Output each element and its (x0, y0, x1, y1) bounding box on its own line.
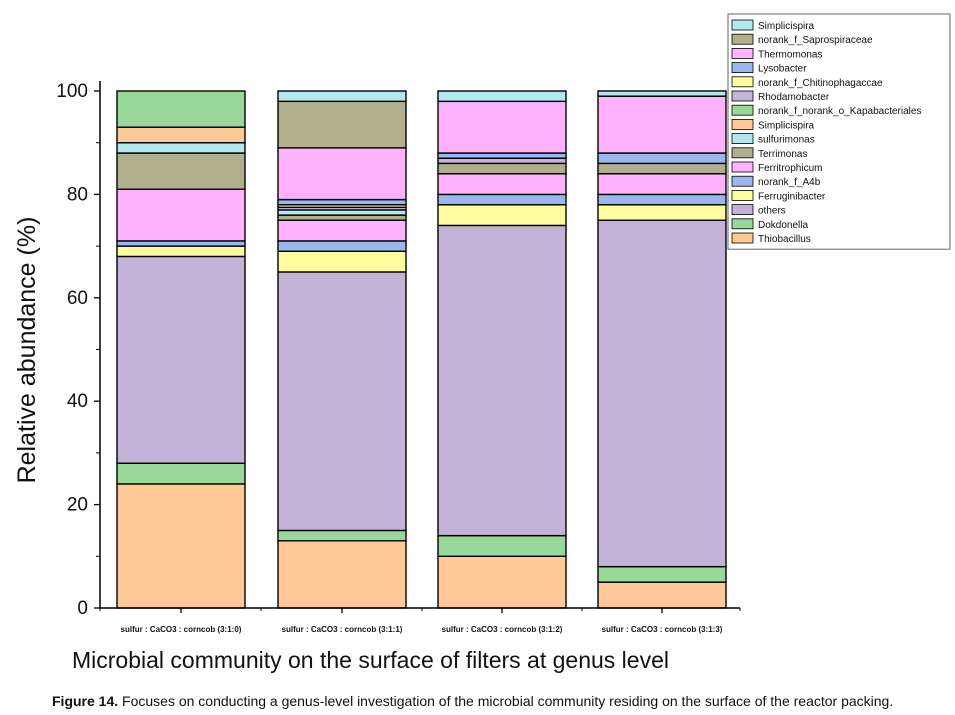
legend-swatch (731, 76, 754, 88)
bar-segment (597, 95, 727, 154)
bar-segment (277, 271, 407, 532)
legend-swatch (731, 175, 754, 187)
bar-segment (597, 152, 727, 165)
y-tick-label: 100 (56, 81, 88, 102)
legend-label: Thiobacillus (758, 234, 811, 245)
bar-segment (437, 204, 567, 227)
bar-segment (277, 90, 407, 103)
legend-label: norank_f_Saprospiraceae (758, 35, 873, 46)
y-tick-label: 20 (67, 495, 88, 516)
y-tick-label: 0 (77, 598, 88, 619)
bar-segment (277, 209, 407, 216)
x-tick-label: sulfur : CaCO3 : corncob (3:1:1) (282, 625, 403, 634)
bar-segment (277, 240, 407, 252)
y-tick-label: 80 (67, 184, 88, 205)
bar-segment (597, 219, 727, 568)
bar-segment (597, 193, 727, 206)
bar-segment (116, 188, 246, 242)
bar-segment (597, 565, 727, 583)
caption-text: Focuses on conducting a genus-level inve… (122, 693, 894, 709)
legend-swatch (731, 104, 754, 116)
bar-segment (116, 483, 246, 609)
bar-segment (116, 90, 246, 128)
legend-label: norank_f_A4b (758, 177, 821, 188)
figure-caption: Figure 14. Focuses on conducting a genus… (52, 693, 952, 709)
legend-swatch (731, 218, 754, 230)
bar-segment (597, 162, 727, 175)
x-axis-label: Microbial community on the surface of fi… (72, 647, 669, 673)
bar-segment (277, 250, 407, 273)
caption-label: Figure 14. (52, 693, 119, 709)
legend-swatch (731, 119, 754, 130)
bar-segment (277, 540, 407, 609)
bar-segment (277, 219, 407, 242)
legend-label: norank_f_norank_o_Kapabacteriales (758, 106, 921, 117)
legend-swatch (731, 62, 754, 73)
bar-segment (116, 255, 246, 464)
bar-segment (277, 198, 407, 206)
bar-segment (437, 90, 567, 103)
bar-segment (437, 152, 567, 159)
legend-swatch (731, 161, 754, 173)
legend-swatch (731, 147, 754, 159)
bar-segment (597, 173, 727, 196)
legend-swatch (731, 133, 754, 145)
bar-segment (116, 245, 246, 258)
legend-label: Ferruginibacter (758, 191, 826, 202)
legend-label: Terrimonas (758, 149, 807, 160)
legend-label: Rhodamobacter (758, 92, 830, 103)
bar-segment (277, 529, 407, 542)
legend-label: Ferritrophicum (758, 163, 822, 174)
bar-segment (437, 555, 567, 609)
legend-box (727, 13, 951, 250)
bar-segment (277, 214, 407, 221)
legend: Simplicispira norank_f_Saprospiraceae Ther… (727, 13, 951, 250)
bar-segment (437, 162, 567, 175)
bar-segment (437, 100, 567, 154)
legend-swatch (731, 90, 754, 102)
legend-label: Lysobacter (758, 64, 807, 75)
legend-label: others (758, 206, 786, 217)
y-tick-label: 40 (67, 391, 88, 412)
y-tick-label: 60 (67, 288, 88, 309)
legend-label: Dokdonella (758, 220, 808, 231)
legend-swatch (731, 19, 754, 31)
bar-segment (116, 240, 246, 247)
x-tick-label: sulfur : CaCO3 : corncob (3:1:0) (121, 625, 242, 634)
x-tick-label: sulfur : CaCO3 : corncob (3:1:2) (442, 625, 563, 634)
legend-label: Simplicispira (758, 120, 815, 131)
legend-swatch (731, 33, 754, 45)
legend-label: Simplicispira (758, 21, 815, 32)
x-tick-label: sulfur : CaCO3 : corncob (3:1:3) (602, 625, 723, 634)
bars-layer (116, 90, 727, 609)
axes-layer: 0 20 40 60 80 100 sulfur : CaCO3 : corncob (3:… (56, 81, 741, 634)
bar-segment (437, 534, 567, 557)
bar-segment (277, 147, 407, 201)
bar-segment (597, 204, 727, 221)
legend-swatch (731, 189, 754, 201)
legend-label: sulfurimonas (758, 135, 815, 146)
bar-segment (116, 152, 246, 190)
bar-segment (597, 90, 727, 97)
legend-swatch (731, 48, 754, 59)
bar-segment (437, 193, 567, 206)
bar-segment (116, 141, 246, 154)
bar-segment (437, 224, 567, 537)
bar-segment (116, 126, 246, 144)
legend-swatch (731, 204, 754, 216)
bar-segment (597, 581, 727, 609)
bar-segment (277, 100, 407, 149)
legend-swatch (731, 232, 754, 244)
y-axis-label: Relative abundance (%) (13, 217, 41, 484)
bar-segment (437, 157, 567, 165)
bar-segment (437, 173, 567, 196)
stacked-bar-chart: 0 20 40 60 80 100 sulfur : CaCO3 : corncob (3:… (13, 13, 951, 673)
legend-label: norank_f_Chitinophagaccae (758, 78, 883, 89)
legend-label: Thermomonas (758, 49, 822, 60)
bar-segment (116, 462, 246, 485)
